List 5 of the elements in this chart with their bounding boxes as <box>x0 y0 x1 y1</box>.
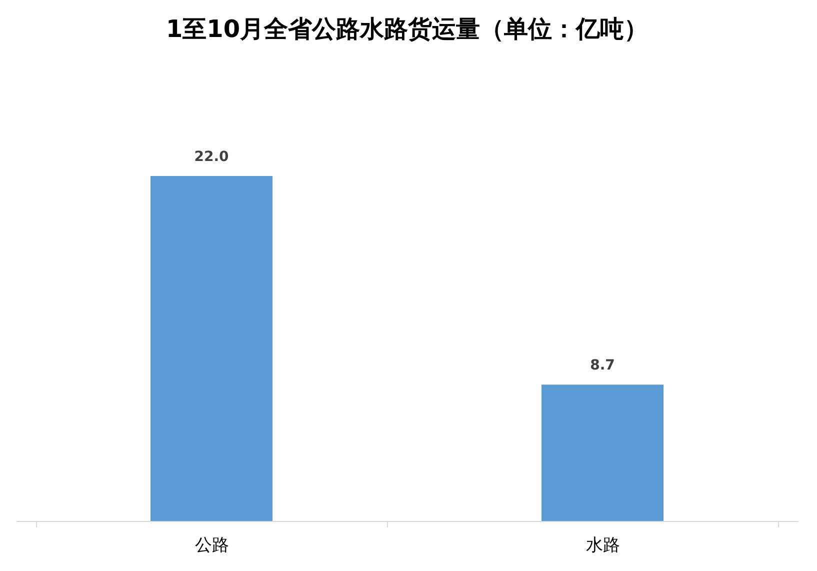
data-label: 22.0 <box>194 149 230 165</box>
x-tick-label: 水路 <box>586 536 620 556</box>
chart-title: 1至10月全省公路水路货运量（单位：亿吨） <box>166 15 648 43</box>
data-label: 8.7 <box>590 358 615 374</box>
x-tick-label: 公路 <box>195 536 229 556</box>
